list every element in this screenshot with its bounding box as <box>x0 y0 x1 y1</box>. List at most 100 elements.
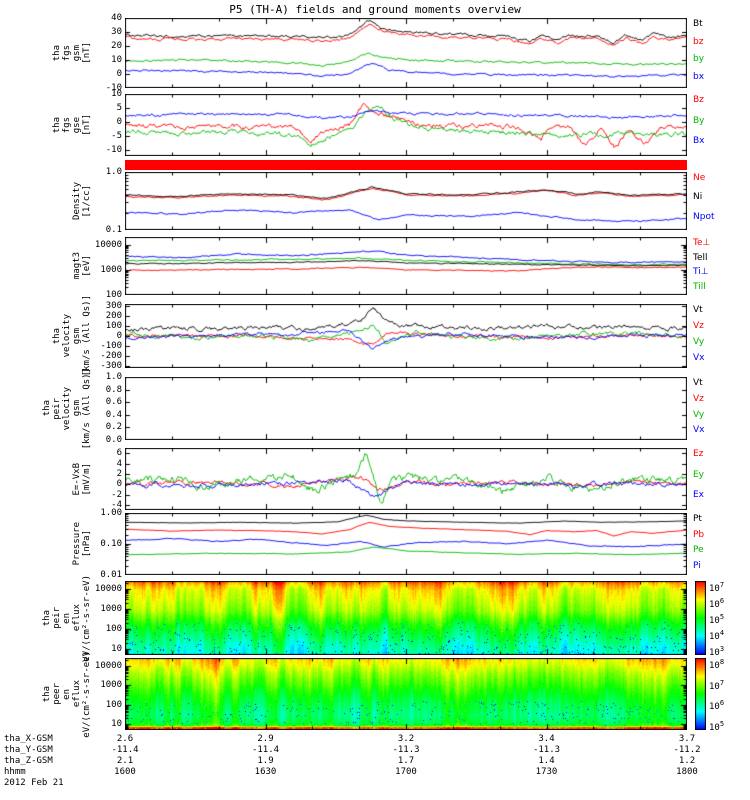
fgs-gse-y-tick-label: -10 <box>105 145 122 156</box>
temperature-trace-label-till: Till <box>693 281 706 292</box>
panel-temperature <box>125 237 687 295</box>
velocity-gsm-y-axis-label-line: [km/s (All Qs)] <box>82 295 92 377</box>
peir-velocity-gsm-y-axis-label-line: tha <box>42 400 52 417</box>
density-y-axis-label-line: [1/cc] <box>82 184 92 218</box>
efield-y-axis-label-line: [mV/m] <box>82 462 92 496</box>
colorbar-label: 105 <box>709 720 725 733</box>
x-axis-tick-value: 1700 <box>395 767 417 777</box>
peir-spectrogram-y-axis-label-line: tha <box>42 609 52 627</box>
fgs-gse-y-tick-label: 5 <box>116 103 122 114</box>
fgs-gsm-y-axis-label-line: tha <box>52 44 62 62</box>
velocity-gsm-y-tick-label: -100 <box>100 341 122 351</box>
peir-spectrogram-y-axis-label-line: peir <box>52 607 62 629</box>
colorbar-label: 104 <box>709 629 725 642</box>
peer-spectrogram-y-tick-label: 100 <box>105 699 122 710</box>
peir-velocity-gsm-y-axis-label: tha peir velocity gsm [km/s (All Qs)] <box>42 368 92 449</box>
x-axis-tick-value: 2.9 <box>257 734 274 744</box>
x-axis-tick-value: 1630 <box>254 767 277 777</box>
peir-velocity-gsm-y-tick-label: 0.6 <box>105 397 122 408</box>
density-y-axis-label: Density [1/cc] <box>46 172 92 230</box>
peer-spectrogram-plot-canvas <box>125 658 687 730</box>
peir-velocity-gsm-y-tick-label: 0.4 <box>105 409 122 420</box>
fgs-gse-y-tick-label: 0 <box>116 117 122 128</box>
x-axis-tick-value: 2.6 <box>116 734 134 744</box>
fgs-gsm-trace-label-bx: bx <box>693 71 705 82</box>
density-y-axis-label-line: Density <box>72 182 82 220</box>
temperature-y-axis-label: magt3 [eV] <box>46 237 92 295</box>
velocity-gsm-y-axis-label: tha velocity gsm [km/s (All Qs)] <box>46 295 92 376</box>
peir-spectrogram-y-axis-label-line: eflux <box>72 604 82 632</box>
velocity-gsm-y-tick-label: -200 <box>100 351 122 361</box>
fgs-gse-y-tick-label: 10 <box>111 89 122 99</box>
panel-peer-spectrogram <box>125 658 687 730</box>
peer-spectrogram-colorbar <box>695 658 706 730</box>
peir-spectrogram-y-axis-label: tha peir en eflux eV/(cm²-s-sr-eV) <box>42 575 92 662</box>
velocity-gsm-y-axis-label-line: gsm <box>72 327 82 345</box>
efield-y-axis-label: E=-VxB [mV/m] <box>46 448 92 510</box>
panel-pressure <box>125 513 687 575</box>
density-trace-label-npot: Npot <box>693 211 715 222</box>
colorbar-label: 103 <box>709 645 725 658</box>
velocity-gsm-trace-label-vz: Vz <box>693 321 704 331</box>
fgs-gsm-y-tick-label: -10 <box>105 83 122 93</box>
x-axis-tick-value: 1800 <box>676 767 698 777</box>
peer-spectrogram-y-tick-label: 1000 <box>100 680 122 691</box>
peir-spectrogram-y-axis-label-line: eV/(cm²-s-sr-eV) <box>82 574 92 662</box>
x-axis-tick-value: -11.4 <box>111 745 139 755</box>
density-trace-label-ne: Ne <box>693 173 706 183</box>
temperature-y-tick-label: 10000 <box>94 239 122 250</box>
efield-y-tick-label: -4 <box>111 499 122 510</box>
peir-velocity-gsm-y-tick-label: 0.8 <box>105 384 122 395</box>
temperature-trace-label-tell: Tell <box>693 252 708 263</box>
fgs-gsm-y-axis-label: tha fgs gsm [nT] <box>46 18 92 88</box>
fgs-gse-trace-label-bz: Bz <box>693 95 704 105</box>
fgs-gse-y-axis-label-line: tha <box>52 116 62 134</box>
temperature-y-tick-label: 1000 <box>100 264 122 275</box>
peir-velocity-gsm-y-tick-label: 0.2 <box>105 422 122 433</box>
pressure-y-tick-label: 1.00 <box>100 508 122 518</box>
efield-trace-label-ex: Ex <box>693 490 705 501</box>
peer-spectrogram-y-axis-label-line: eV/(cm²-s-sr-eV) <box>82 650 92 738</box>
peer-spectrogram-y-axis-label-line: eflux <box>72 680 82 708</box>
velocity-gsm-y-tick-label: -300 <box>100 361 122 371</box>
efield-trace-label-ez: Ez <box>693 449 704 459</box>
x-axis-tick-value: 1730 <box>535 767 558 777</box>
panel-fgs-gsm <box>125 18 687 88</box>
fgs-gsm-plot-canvas <box>125 18 687 88</box>
efield-y-tick-label: 0 <box>116 479 122 490</box>
density-y-tick-label: 1.0 <box>105 167 122 177</box>
x-axis-tick-value: 3.4 <box>538 734 555 744</box>
peir-velocity-gsm-y-axis-label-line: [km/s (All Qs)] <box>82 367 92 450</box>
fgs-gse-y-axis-label-line: fgs <box>62 116 72 134</box>
fgs-gse-trace-label-bx: Bx <box>693 136 705 147</box>
x-axis-tick-value: 1.2 <box>678 756 696 766</box>
fgs-gsm-y-tick-label: 20 <box>111 41 122 51</box>
peer-spectrogram-y-tick-label: 10000 <box>94 660 122 671</box>
fgs-gse-trace-label-by: By <box>693 115 705 126</box>
velocity-gsm-trace-label-vx: Vx <box>693 353 705 363</box>
fgs-gse-y-axis-label-line: gse <box>72 116 82 134</box>
temperature-plot-canvas <box>125 237 687 295</box>
panel-density <box>125 172 687 230</box>
peir-spectrogram-colorbar <box>695 581 706 655</box>
velocity-gsm-trace-label-vt: Vt <box>693 305 703 315</box>
pressure-y-axis-label-line: Pressure <box>72 522 82 566</box>
fgs-gsm-trace-label-by: by <box>693 54 705 64</box>
pressure-trace-label-pe: Pe <box>693 545 704 555</box>
pressure-trace-label-pt: Pt <box>693 514 702 524</box>
x-axis-tick-value: 3.7 <box>678 734 696 744</box>
colorbar-label: 108 <box>709 658 725 671</box>
fgs-gsm-y-tick-label: 0 <box>116 69 122 79</box>
efield-y-axis-label-line: E=-VxB <box>72 462 82 496</box>
roi-bar-plot-canvas <box>125 160 687 170</box>
fgs-gsm-y-axis-label-line: fgs <box>62 44 72 62</box>
fgs-gse-plot-canvas <box>125 94 687 156</box>
velocity-gsm-y-tick-label: 100 <box>105 321 122 331</box>
peir-spectrogram-y-tick-label: 10000 <box>94 583 122 594</box>
temperature-trace-label-te: Te⊥ <box>693 238 711 248</box>
x-axis-row-label-thaxgsm: tha_X-GSM <box>4 734 53 744</box>
peir-velocity-gsm-y-tick-label: 1.0 <box>105 372 122 382</box>
peir-velocity-gsm-plot-canvas <box>125 377 687 440</box>
fgs-gsm-y-tick-label: 10 <box>111 55 122 65</box>
